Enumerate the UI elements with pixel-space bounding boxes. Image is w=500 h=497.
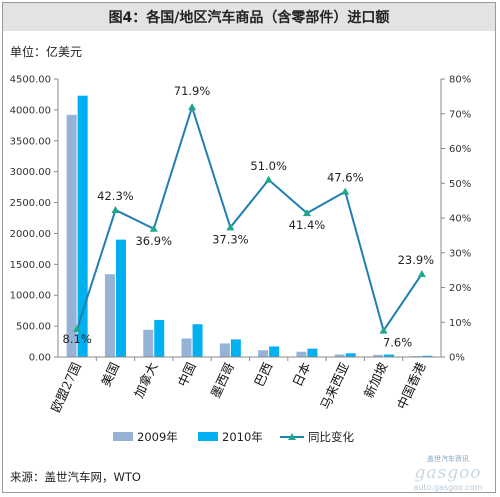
data-label: 23.9% xyxy=(398,253,435,267)
watermark-brand: gasgoo xyxy=(414,463,481,483)
bar-2010 xyxy=(422,355,433,357)
bar-2010 xyxy=(307,348,318,357)
yoy-marker xyxy=(149,224,158,232)
bar-2010 xyxy=(345,353,356,357)
right-tick-label: 60% xyxy=(449,144,471,155)
yoy-line xyxy=(76,103,423,333)
right-tick-label: 10% xyxy=(449,318,471,329)
category-label: 中国 xyxy=(175,360,199,389)
chart-frame xyxy=(2,2,496,493)
bar-2009 xyxy=(373,354,384,357)
yoy-marker xyxy=(73,324,82,332)
left-tick-label: 3500.00 xyxy=(10,136,51,147)
left-tick-label: 1500.00 xyxy=(10,260,51,271)
yoy-marker xyxy=(341,187,350,195)
legend-yoy-label: 同比变化 xyxy=(308,430,354,444)
data-label: 51.0% xyxy=(250,159,287,173)
legend-2010-swatch xyxy=(198,432,218,441)
yoy-marker xyxy=(264,175,273,183)
bar-2010 xyxy=(269,346,280,357)
bar-2009 xyxy=(296,351,307,357)
right-tick-label: 50% xyxy=(449,179,471,190)
yoy-marker xyxy=(379,326,388,334)
right-tick-label: 0% xyxy=(449,353,465,364)
bar-2009 xyxy=(181,338,192,357)
bar-2010 xyxy=(77,95,88,358)
legend-yoy-marker xyxy=(288,433,296,440)
category-label: 巴西 xyxy=(251,360,275,389)
left-tick-label: 2500.00 xyxy=(10,198,51,209)
data-label: 8.1% xyxy=(63,332,92,346)
right-tick-label: 20% xyxy=(449,283,471,294)
chart-title: 图4：各国/地区汽车商品（含零部件）进口额 xyxy=(108,10,390,26)
yoy-marker xyxy=(302,209,311,217)
yoy-marker xyxy=(417,269,426,277)
category-label: 日本 xyxy=(290,359,314,388)
bar-2010 xyxy=(154,319,165,357)
bar-2009 xyxy=(66,114,77,357)
legend-2009-swatch xyxy=(113,432,133,441)
yoy-marker xyxy=(226,223,235,231)
legend-2009-label: 2009年 xyxy=(137,430,178,444)
left-tick-label: 500.00 xyxy=(16,322,51,333)
data-label: 71.9% xyxy=(174,84,211,98)
bar-2010 xyxy=(192,324,203,357)
left-tick-label: 1000.00 xyxy=(10,291,51,302)
right-tick-label: 40% xyxy=(449,214,471,225)
left-tick-label: 3000.00 xyxy=(10,167,51,178)
data-label: 36.9% xyxy=(135,234,172,248)
watermark-url: auto.gasgoo.com xyxy=(414,483,483,492)
data-label: 47.6% xyxy=(327,171,364,185)
left-tick-label: 4500.00 xyxy=(10,75,51,86)
bar-2009 xyxy=(143,329,154,357)
category-label: 中国香港 xyxy=(394,359,429,411)
category-label: 美国 xyxy=(98,360,122,389)
yoy-marker xyxy=(188,103,197,111)
yoy-marker xyxy=(111,206,120,214)
category-label: 新加坡 xyxy=(361,359,391,400)
source-label: 来源：盖世汽车网，WTO xyxy=(10,470,141,484)
bar-2009 xyxy=(334,354,345,357)
bar-2010 xyxy=(115,239,126,357)
title-bar: 图4：各国/地区汽车商品（含零部件）进口额 xyxy=(3,3,495,31)
category-label: 墨西哥 xyxy=(208,360,237,400)
category-label: 加拿大 xyxy=(131,360,160,400)
data-label: 7.6% xyxy=(383,336,412,350)
left-tick-label: 4000.00 xyxy=(10,105,51,116)
unit-label: 单位：亿美元 xyxy=(10,45,83,59)
bar-2009 xyxy=(258,350,269,357)
right-tick-label: 80% xyxy=(449,75,471,86)
legend-2010-label: 2010年 xyxy=(222,430,263,444)
bar-2010 xyxy=(230,339,241,357)
right-tick-label: 30% xyxy=(449,248,471,259)
data-label: 42.3% xyxy=(97,189,134,203)
watermark-tagline: 盖世汽车资讯 xyxy=(427,454,469,463)
category-label: 欧盟27国 xyxy=(48,360,84,415)
bar-2009 xyxy=(104,274,115,357)
right-tick-label: 70% xyxy=(449,109,471,120)
left-tick-label: 0.00 xyxy=(29,353,51,364)
data-label: 41.4% xyxy=(289,218,326,232)
category-label: 马来西亚 xyxy=(317,360,352,412)
bar-2010 xyxy=(384,354,395,357)
bar-2009 xyxy=(219,343,230,357)
left-tick-label: 2000.00 xyxy=(10,229,51,240)
data-label: 37.3% xyxy=(212,232,249,246)
